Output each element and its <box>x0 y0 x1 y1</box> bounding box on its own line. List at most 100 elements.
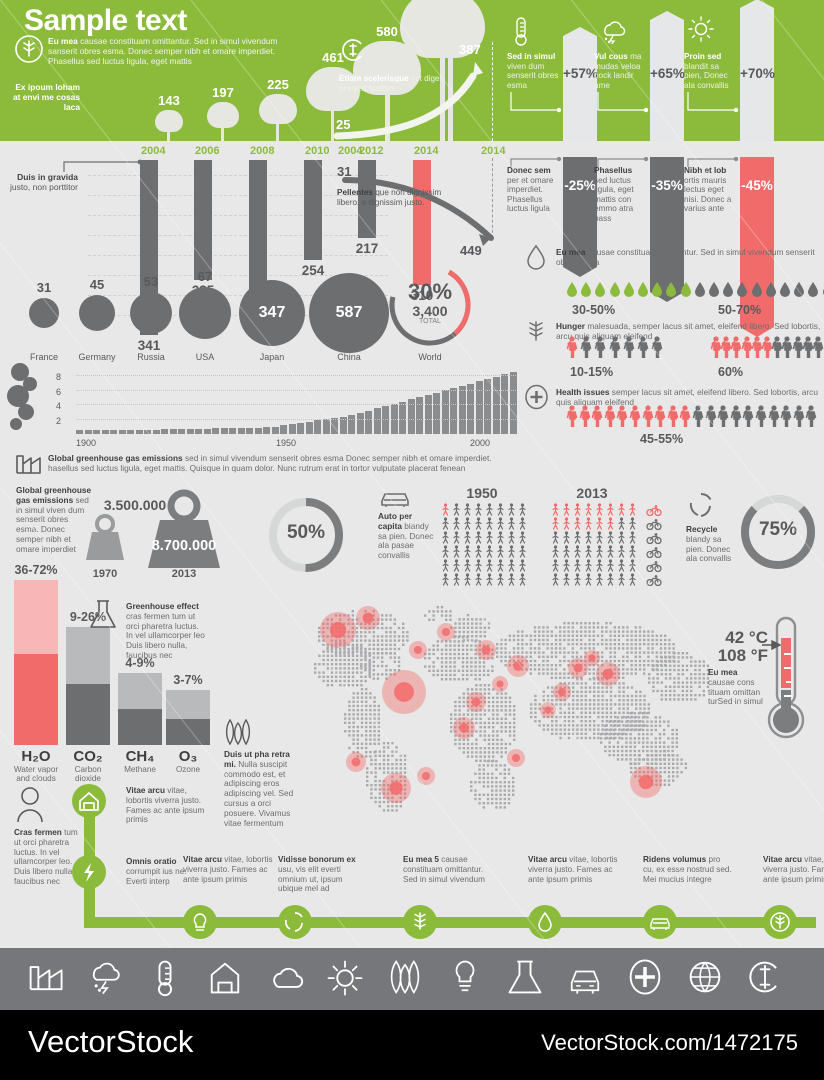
footer-storm-cloud-icon[interactable] <box>86 956 124 1000</box>
footer-house-icon[interactable] <box>206 956 244 1000</box>
health-person <box>629 405 641 432</box>
emissions-bar <box>204 429 211 434</box>
timeline-node-leaf[interactable] <box>763 905 797 939</box>
water-drop-gray <box>779 281 791 302</box>
timeline-node-recycle[interactable] <box>278 905 312 939</box>
emissions-bar <box>263 427 270 434</box>
emissions-grid-line <box>76 390 516 391</box>
emissions-bar <box>246 428 253 434</box>
emissions-y-tick: 4 <box>56 401 61 411</box>
footer-bulb-icon[interactable] <box>446 956 484 1000</box>
footer-medical-cross-icon[interactable] <box>626 956 664 1000</box>
bubble-label: Russia <box>121 352 181 362</box>
emissions-bar <box>323 419 330 434</box>
timeline-node-house[interactable] <box>72 784 106 818</box>
timeline-person-bold: Cras fermen <box>14 828 62 837</box>
water-left-pct: 30-50% <box>572 303 615 317</box>
timeline-bolt-text: corrumpit ius ne. Everti interp <box>126 867 187 886</box>
thermometer-caption-text: causae cons tituam omittan turSed in sim… <box>708 677 763 707</box>
emissions-bar <box>433 393 440 434</box>
car-icon <box>378 487 412 514</box>
medical-cross-icon <box>524 384 549 415</box>
arrow-bar-up-caption-1: Vul cous ma mudas veloa bock landir ame <box>594 52 646 90</box>
timeline-node-bolt[interactable] <box>72 855 106 889</box>
smoke-icon <box>4 362 48 457</box>
footer-flask-icon[interactable] <box>506 956 544 1000</box>
map-caption-text: Nulla suscipit commodo est, et adipiscin… <box>224 759 293 828</box>
footer-leaves-icon[interactable] <box>386 956 424 1000</box>
emissions-x-tick: 1900 <box>76 438 96 448</box>
greenhouse-effect-caption: Greenhouse effect cras fermen tum ut orc… <box>126 602 206 661</box>
footer-globe-icon[interactable] <box>686 956 724 1000</box>
gas-bar-name: Methane <box>114 765 166 774</box>
footer-thermometer-icon[interactable] <box>146 956 184 1000</box>
timeline-node-wheat[interactable] <box>403 905 437 939</box>
gas-bar-name: Ozone <box>162 765 214 774</box>
emissions-bar <box>484 379 491 434</box>
world-dot-map <box>300 592 720 822</box>
tree-value: 143 <box>146 93 192 108</box>
water-drop-gray <box>765 281 777 302</box>
footer-factory-icon[interactable] <box>26 956 64 1000</box>
auto-walker-1950 <box>507 573 516 591</box>
water-drop-green <box>651 281 663 302</box>
emissions-bar <box>442 390 449 434</box>
emissions-bar <box>221 428 228 434</box>
timeline-node-car[interactable] <box>643 905 677 939</box>
auto-walker-2013 <box>562 573 571 591</box>
gas-bar-dark <box>14 654 58 745</box>
weights-donut-percent: 50% <box>266 522 346 544</box>
leaves-icon <box>222 718 254 751</box>
emissions-bar <box>493 377 500 434</box>
thermometer-caption-bold: Eu mea <box>708 667 738 677</box>
gas-bar-symbol: O₃ <box>166 748 210 765</box>
curve-rise-start: 25 <box>336 117 350 132</box>
hanging-bar-value: 254 <box>290 263 336 278</box>
water-drop-icon <box>524 243 548 276</box>
weight-icon-1970 <box>82 512 128 569</box>
timeline-node-caption: Vitae arcu vitae, lobortis viverra justo… <box>183 855 273 884</box>
thermometer-pointer <box>762 640 788 650</box>
auto-walker-2013 <box>606 573 615 591</box>
emissions-grid-line <box>76 404 516 405</box>
thermometer-fahrenheit: 108 °F <box>704 646 768 666</box>
emissions-bar <box>136 430 143 434</box>
emissions-bar <box>374 408 381 434</box>
water-drop-green <box>623 281 635 302</box>
emissions-side-text: sed in simul viven dum senserit obres es… <box>16 495 89 554</box>
header-lede-bold: Eu mea <box>48 36 78 46</box>
recycle-caption: Recycle blandy sa pien. Donec ala conval… <box>686 525 732 564</box>
emissions-y-tick: 8 <box>56 372 61 382</box>
flask-icon <box>88 598 118 637</box>
emissions-bar <box>170 429 177 434</box>
bubble-value: 67 <box>179 269 231 284</box>
footer-co2-circle-icon[interactable] <box>746 956 784 1000</box>
bubble-russia <box>130 292 172 334</box>
water-caption-text: causae constituam omittantur. Sed in sim… <box>556 247 815 267</box>
gas-bar-name: Water vapor and clouds <box>10 765 62 784</box>
tree-value: 197 <box>200 85 246 100</box>
emissions-y-tick: 2 <box>56 416 61 426</box>
year-label-2010: 2010 <box>305 145 329 157</box>
health-person <box>805 405 817 432</box>
world-total-caption: TOTAL <box>383 318 477 325</box>
water-drop-green <box>609 281 621 302</box>
header-lede: Eu mea causae constituam omittantur. Sed… <box>48 36 298 67</box>
auto-walker-2013 <box>595 573 604 591</box>
emissions-bar <box>144 430 151 434</box>
health-person <box>654 405 666 432</box>
timeline-house-bold: Vitae arcu <box>126 786 165 795</box>
timeline-node-drop[interactable] <box>528 905 562 939</box>
gas-bar-light <box>166 690 210 719</box>
footer-sun-icon[interactable] <box>326 956 364 1000</box>
health-person <box>705 405 717 432</box>
year-label-2006: 2006 <box>195 145 219 157</box>
timeline-node-bulb[interactable] <box>183 905 217 939</box>
footer-car-icon[interactable] <box>566 956 604 1000</box>
bubble-value: 53 <box>125 274 177 289</box>
header-lede-text: causae constituam omittantur. Sed in sim… <box>48 36 278 66</box>
footer-cloud-icon[interactable] <box>266 956 304 1000</box>
hunger-person <box>812 336 824 363</box>
recycle-percent: 75% <box>738 519 818 541</box>
gas-bar-dark <box>166 719 210 745</box>
